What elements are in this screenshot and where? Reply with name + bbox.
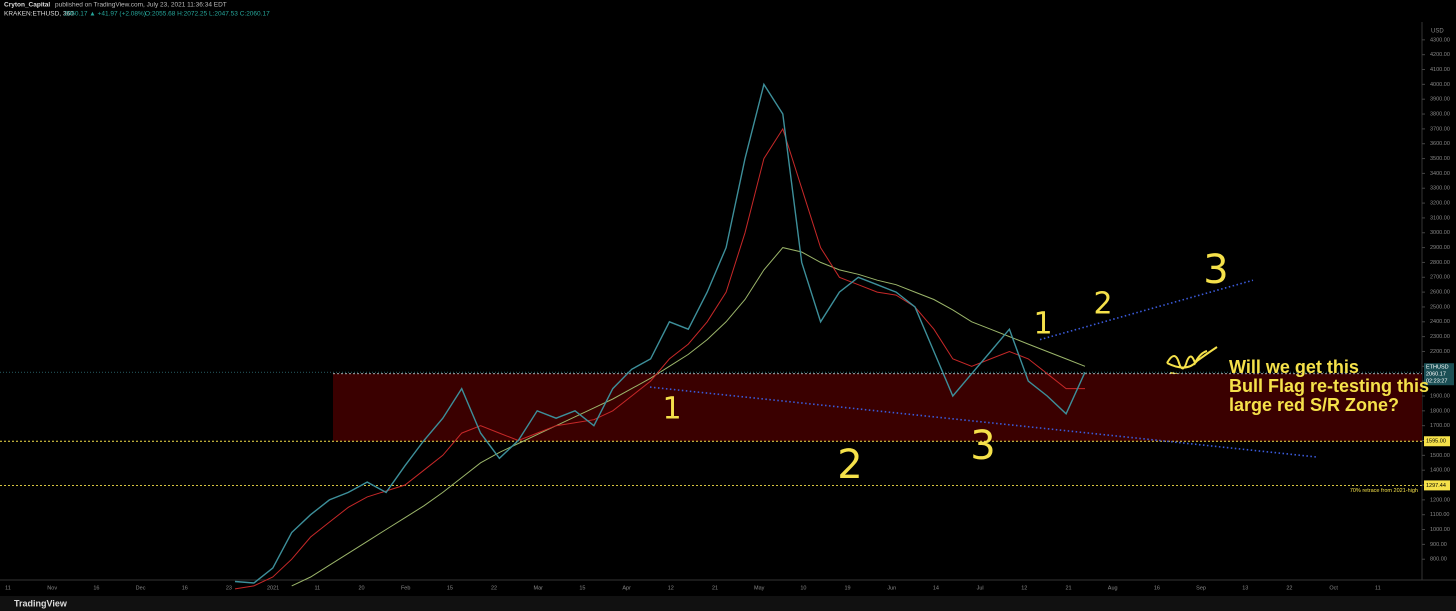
y-tick-label: 4100.00	[1430, 67, 1450, 73]
x-tick-label: Sep	[1196, 585, 1206, 591]
x-tick-label: 22	[1286, 585, 1292, 591]
x-tick-label: 15	[447, 585, 453, 591]
x-tick-label: 11	[1375, 585, 1381, 591]
x-tick-label: May	[754, 585, 765, 591]
callout: large red S/R Zone?	[1229, 395, 1399, 415]
x-tick-label: 21	[1065, 585, 1071, 591]
change: 2060.17 ▲ +41.97 (+2.08%)	[64, 11, 146, 18]
sr-zone	[333, 373, 1422, 442]
x-tick-label: 14	[933, 585, 939, 591]
x-tick-label: Oct	[1329, 585, 1338, 591]
y-tick-label: 1400.00	[1430, 468, 1450, 474]
x-tick-label: 10	[800, 585, 806, 591]
x-tick-label: 11	[5, 585, 11, 591]
callout: Bull Flag re-testing this	[1229, 376, 1429, 396]
ohlc: O:2055.68 H:2072.25 L:2047.53 C:2060.17	[145, 11, 270, 18]
y-tick-label: 3700.00	[1430, 126, 1450, 132]
wave-label: 3	[970, 423, 995, 469]
wave-label: 1	[1033, 307, 1052, 342]
y-tick-label: 2300.00	[1430, 334, 1450, 340]
y-tick-label: 3400.00	[1430, 171, 1450, 177]
x-tick-label: 22	[491, 585, 497, 591]
y-tick-label: 1900.00	[1430, 393, 1450, 399]
author: Cryton_Capital	[4, 2, 50, 9]
x-tick-label: 16	[1154, 585, 1160, 591]
x-tick-label: Dec	[136, 585, 146, 591]
price-label: 2060.17	[1426, 372, 1446, 378]
y-tick-label: 900.00	[1430, 542, 1447, 548]
wave-label: 3	[1203, 247, 1228, 293]
y-tick-label: 3000.00	[1430, 230, 1450, 236]
y-tick-label: 3800.00	[1430, 111, 1450, 117]
moving-average	[234, 127, 1085, 590]
y-tick-label: 1100.00	[1430, 512, 1449, 518]
y-tick-label: 4300.00	[1430, 37, 1450, 43]
x-tick-label: 2021	[267, 585, 279, 591]
published: published on TradingView.com, July 23, 2…	[55, 2, 227, 9]
callout: Will we get this	[1229, 357, 1359, 377]
x-tick-label: 13	[1242, 585, 1248, 591]
symbol: KRAKEN:ETHUSD, 360	[4, 11, 74, 18]
footer-bar	[0, 596, 1456, 611]
y-tick-label: 4000.00	[1430, 82, 1450, 88]
y-tick-label: 2500.00	[1430, 304, 1450, 310]
level-label: 1297.44	[1426, 483, 1446, 489]
x-tick-label: 15	[579, 585, 585, 591]
currency: USD	[1431, 29, 1444, 35]
level-badge	[1424, 480, 1450, 491]
trendline	[1039, 279, 1254, 341]
x-tick-label: Apr	[622, 585, 631, 591]
y-tick-label: 2900.00	[1430, 245, 1450, 251]
y-tick-label: 3300.00	[1430, 186, 1450, 192]
x-tick-label: Nov	[47, 585, 57, 591]
y-tick-label: 4200.00	[1430, 52, 1450, 58]
level-badge	[1424, 436, 1450, 447]
y-tick-label: 2700.00	[1430, 275, 1450, 281]
footer-logo: TradingView	[14, 598, 68, 608]
y-tick-label: 2400.00	[1430, 319, 1450, 325]
x-tick-label: Feb	[401, 585, 410, 591]
level-label: 1595.00	[1426, 439, 1446, 445]
x-tick-label: 19	[845, 585, 851, 591]
x-tick-label: 16	[93, 585, 99, 591]
price-line	[234, 82, 1086, 584]
y-tick-label: 2600.00	[1430, 290, 1450, 296]
y-tick-label: 3900.00	[1430, 97, 1450, 103]
y-tick-label: 2800.00	[1430, 260, 1450, 266]
y-tick-label: 1800.00	[1430, 408, 1450, 414]
x-tick-label: 12	[668, 585, 674, 591]
y-tick-label: 2200.00	[1430, 349, 1450, 355]
y-tick-label: 1200.00	[1430, 497, 1450, 503]
y-tick-label: 3100.00	[1430, 215, 1450, 221]
y-tick-label: 3600.00	[1430, 141, 1450, 147]
countdown: 02:23:27	[1426, 379, 1447, 385]
x-tick-label: 21	[712, 585, 718, 591]
price-symbol: ETHUSD	[1426, 365, 1449, 371]
x-tick-label: 16	[182, 585, 188, 591]
y-tick-label: 800.00	[1430, 557, 1447, 563]
x-tick-label: Aug	[1108, 585, 1118, 591]
y-tick-label: 1500.00	[1430, 453, 1450, 459]
price-badge	[1424, 363, 1454, 386]
wave-label: 2	[1093, 287, 1112, 322]
y-tick-label: 1000.00	[1430, 527, 1450, 533]
x-tick-label: Jun	[887, 585, 896, 591]
y-tick-label: 3200.00	[1430, 201, 1450, 207]
y-tick-label: 1700.00	[1430, 423, 1450, 429]
level-note: 70% retrace from 2021-high	[1350, 488, 1418, 494]
y-tick-label: 3500.00	[1430, 156, 1450, 162]
x-tick-label: 12	[1021, 585, 1027, 591]
x-tick-label: 11	[314, 585, 320, 591]
x-tick-label: Jul	[977, 585, 984, 591]
x-tick-label: 23	[226, 585, 232, 591]
wave-label: 1	[662, 392, 681, 427]
x-tick-label: Mar	[534, 585, 544, 591]
wave-label: 2	[837, 442, 862, 488]
x-tick-label: 20	[358, 585, 364, 591]
moving-average	[291, 247, 1086, 587]
